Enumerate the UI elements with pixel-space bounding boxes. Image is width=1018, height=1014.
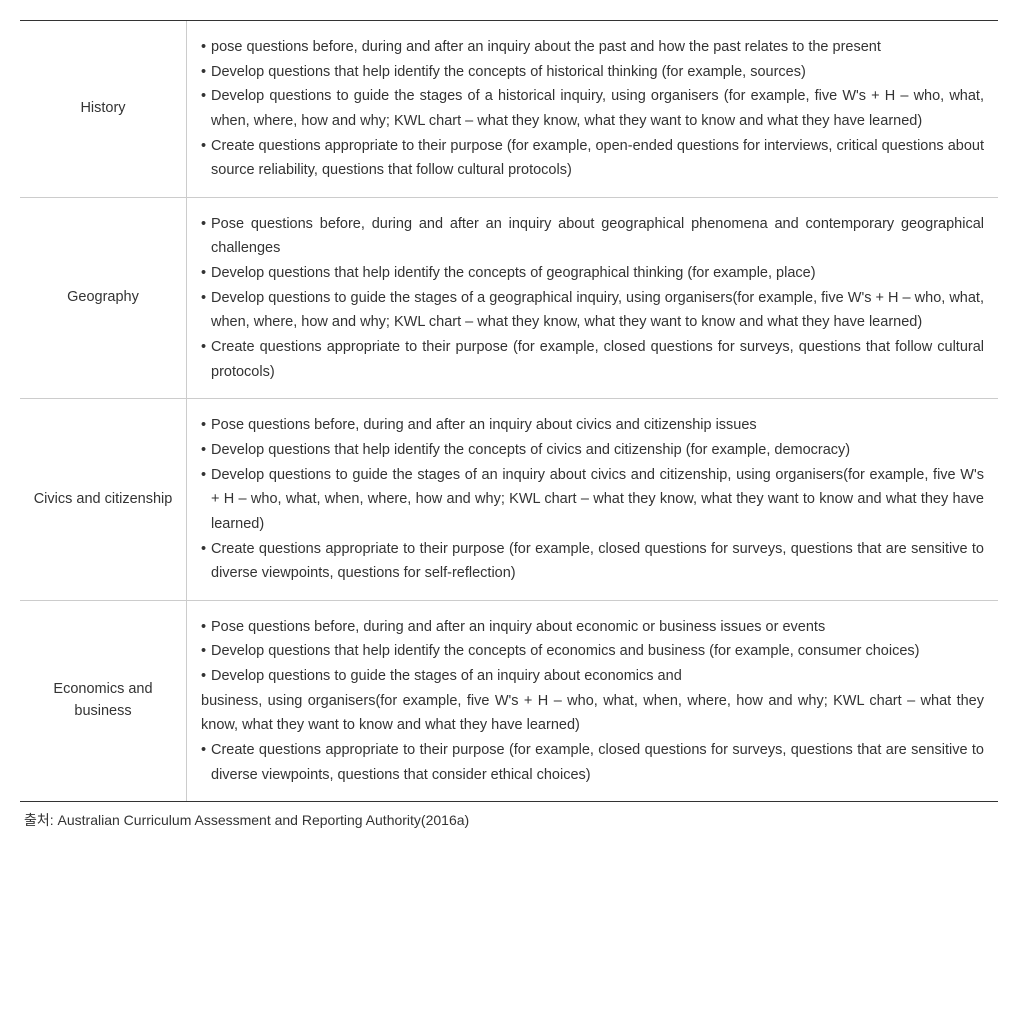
bullet-list: Pose questions before, during and after … [201,212,984,384]
row-label: History [20,21,187,197]
bullet-item: Develop questions that help identify the… [201,261,984,286]
row-label: Civics and citizenship [20,399,187,599]
bullet-item: Create questions appropriate to their pu… [201,134,984,183]
bullet-item: Develop questions to guide the stages of… [201,463,984,537]
curriculum-table: History pose questions before, during and… [20,20,998,802]
table-row: Economics and business Pose questions bef… [20,601,998,801]
bullet-list: Pose questions before, during and after … [201,413,984,585]
bullet-item: Develop questions that help identify the… [201,639,984,664]
row-content: pose questions before, during and after … [187,21,998,197]
bullet-list: Pose questions before, during and after … [201,615,984,787]
bullet-item: Create questions appropriate to their pu… [201,335,984,384]
bullet-item: Develop questions that help identify the… [201,60,984,85]
table-row: Civics and citizenship Pose questions bef… [20,399,998,600]
bullet-list: pose questions before, during and after … [201,35,984,183]
bullet-item: Pose questions before, during and after … [201,615,984,640]
row-content: Pose questions before, during and after … [187,399,998,599]
table-row: History pose questions before, during and… [20,21,998,198]
source-citation: 출처: Australian Curriculum Assessment and… [20,810,1002,830]
bullet-item: Develop questions to guide the stages of… [201,84,984,133]
bullet-item: Develop questions to guide the stages of… [201,286,984,335]
row-content: Pose questions before, during and after … [187,198,998,398]
row-content: Pose questions before, during and after … [187,601,998,801]
bullet-item: business, using organisers(for example, … [201,689,984,738]
bullet-item: Pose questions before, during and after … [201,212,984,261]
row-label: Economics and business [20,601,187,801]
bullet-item: Pose questions before, during and after … [201,413,984,438]
row-label: Geography [20,198,187,398]
bullet-item: Create questions appropriate to their pu… [201,537,984,586]
table-row: Geography Pose questions before, during a… [20,198,998,399]
bullet-item: Develop questions to guide the stages of… [201,664,984,689]
bullet-item: pose questions before, during and after … [201,35,984,60]
bullet-item: Create questions appropriate to their pu… [201,738,984,787]
bullet-item: Develop questions that help identify the… [201,438,984,463]
